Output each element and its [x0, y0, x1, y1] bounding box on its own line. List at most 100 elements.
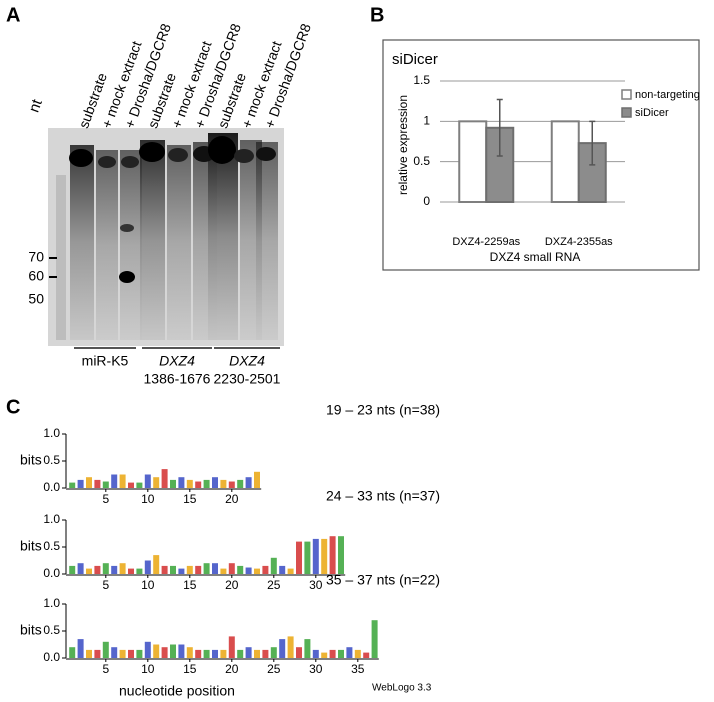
logo-stack: [237, 479, 244, 488]
logo-stack: [161, 469, 168, 488]
chart-frame: [382, 39, 700, 271]
marker-label: 70: [28, 249, 44, 265]
logo-stack: [338, 649, 344, 658]
logo-stack: [228, 481, 235, 488]
logo-stack: [212, 649, 218, 658]
logo-stack: [111, 474, 118, 488]
logo-stack: [312, 538, 319, 574]
logo-stack: [186, 479, 193, 488]
x-tick-label: 35: [351, 662, 365, 676]
bar: [458, 120, 488, 203]
panel-label: B: [370, 4, 384, 26]
logo-stack: [153, 555, 160, 574]
logo-stack: [128, 649, 134, 658]
logo-stack: [321, 538, 328, 574]
x-axis-label: nucleotide position: [119, 683, 235, 699]
panel-label: C: [6, 396, 20, 418]
logo-stack: [77, 563, 84, 574]
x-tick-label: 20: [225, 578, 239, 592]
logo-stack: [136, 568, 143, 574]
legend-label: siDicer: [635, 107, 669, 119]
legend-swatch: [621, 89, 632, 100]
logo-stack: [178, 644, 185, 658]
logo-stack: [86, 477, 92, 488]
logo-stack: [153, 644, 160, 658]
y-tick-label: 0.0: [43, 566, 60, 580]
y-tick-label: 1.0: [43, 426, 60, 440]
logo-stack: [94, 565, 101, 574]
logo-stack: [203, 479, 210, 488]
logo-stack: [178, 477, 185, 488]
logo-stack: [220, 649, 227, 658]
logo-stack: [94, 479, 101, 488]
logo-stack: [86, 568, 92, 574]
x-tick-label: 5: [102, 492, 109, 506]
y-tick-label: 0.5: [43, 539, 60, 553]
logo-stack: [136, 649, 143, 658]
y-tick-label: 1: [423, 114, 430, 128]
x-tick-label: DXZ4-2355as: [545, 236, 613, 248]
x-tick-label: 30: [309, 578, 323, 592]
logo-stack: [212, 477, 218, 488]
legend-swatch: [621, 107, 632, 118]
y-tick-label: 0.5: [413, 154, 430, 168]
gel: [48, 128, 284, 346]
group-name: miR-K5: [82, 353, 129, 369]
y-axis-label: relative expression: [396, 95, 410, 195]
logo-stack: [170, 644, 176, 658]
logo-stack: [86, 649, 92, 658]
logo-stack: [102, 641, 109, 658]
logo-stack: [119, 649, 126, 658]
logo-stack: [111, 647, 118, 658]
logo-stack: [346, 647, 353, 658]
logo-stack: [69, 647, 76, 658]
x-tick-label: DXZ4-2259as: [452, 236, 520, 248]
logo-stack: [371, 620, 378, 658]
marker-ticks: [49, 257, 57, 278]
logo-stack: [170, 565, 176, 574]
logo-stack: [195, 481, 202, 488]
logo-stack: [363, 652, 370, 658]
logo-stack: [354, 649, 361, 658]
x-tick-label: 15: [183, 662, 197, 676]
logo-stack: [186, 647, 193, 658]
logo-stack: [254, 471, 260, 488]
marker-label: 50: [28, 291, 44, 307]
logo-stack: [128, 482, 134, 488]
x-tick-label: 15: [183, 492, 197, 506]
logo-stack: [144, 474, 151, 488]
logo-stack: [69, 565, 76, 574]
logo-stack: [203, 649, 210, 658]
error-bar: [496, 98, 503, 157]
logo-title: 19 – 23 nts (n=38): [326, 402, 440, 418]
logo-stack: [153, 477, 160, 488]
logo-stack: [69, 482, 76, 488]
credit: WebLogo 3.3: [372, 683, 432, 694]
logo-stack: [270, 647, 277, 658]
group-range: 2230-2501: [214, 371, 281, 387]
logo-stack: [228, 563, 235, 574]
logo-stack: [102, 563, 109, 574]
logo-stack: [119, 563, 126, 574]
x-tick-label: 10: [141, 578, 155, 592]
logo-stack: [237, 565, 244, 574]
y-tick-label: 1.0: [43, 596, 60, 610]
logo-stack: [94, 649, 101, 658]
x-tick-label: 15: [183, 578, 197, 592]
x-tick-label: 30: [309, 662, 323, 676]
error-bar: [589, 120, 596, 166]
logo-stack: [136, 482, 143, 488]
y-tick-label: 0.0: [43, 650, 60, 664]
group-range: 1386-1676: [144, 371, 211, 387]
panel-label: A: [6, 4, 20, 26]
logo-stack: [170, 479, 176, 488]
logo-stack: [254, 649, 260, 658]
logo-stack: [296, 647, 302, 658]
y-tick-label: 1.5: [413, 73, 430, 87]
x-tick-label: 10: [141, 492, 155, 506]
x-tick-label: 25: [267, 578, 281, 592]
logo-stack: [321, 652, 328, 658]
unit-label: nt: [26, 96, 47, 114]
x-tick-label: 5: [102, 578, 109, 592]
